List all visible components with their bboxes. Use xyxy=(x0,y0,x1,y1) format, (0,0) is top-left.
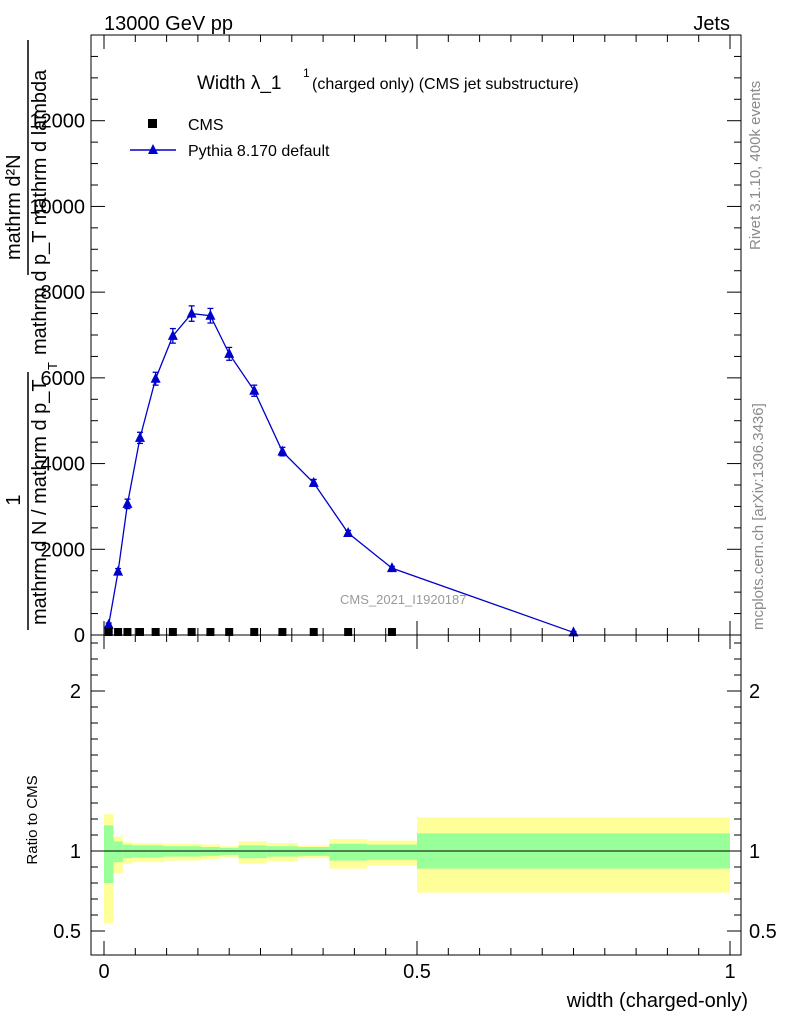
cms-point xyxy=(344,628,353,636)
main-ytick-label: 10000 xyxy=(29,196,85,218)
pythia-point xyxy=(343,527,354,537)
pythia-point xyxy=(134,431,145,442)
ylabel-right-denominator: mathrm d p_T mathrm d lambda xyxy=(29,69,51,355)
cms-point xyxy=(135,628,144,636)
cms-point xyxy=(114,628,123,636)
pythia-point xyxy=(249,384,260,395)
main-title-suffix: (charged only) (CMS jet substructure) xyxy=(312,76,579,93)
ratio-xtick-label: 1 xyxy=(724,961,735,983)
main-ytick-label: 0 xyxy=(74,625,85,647)
pythia-point xyxy=(150,372,161,383)
cms-point xyxy=(309,628,318,636)
ylabel-sub: T xyxy=(45,362,60,370)
ylabel-denominator: mathrm d N / mathrm d p_T xyxy=(29,379,51,625)
pythia-point xyxy=(103,618,114,629)
ylabel-numerator: 1 xyxy=(3,494,25,505)
cms-point xyxy=(278,628,287,636)
xlabel: width (charged-only) xyxy=(566,990,748,1012)
legend: CMS Pythia 8.170 default xyxy=(130,117,330,160)
cms-point xyxy=(250,628,259,636)
ylabel-right-numerator: mathrm d²N xyxy=(3,154,25,260)
ratio-ytick-label-right: 0.5 xyxy=(749,921,777,943)
rivet-label: Rivet 3.1.10, 400k events xyxy=(747,81,764,250)
ratio-ytick-labels: 0.5 0.5 1 1 2 2 xyxy=(53,681,777,943)
ratio-band-green xyxy=(366,844,417,860)
cms-point xyxy=(387,628,396,636)
legend-cms-label: CMS xyxy=(188,117,224,134)
cms-point xyxy=(104,628,113,636)
ratio-ytick-label: 2 xyxy=(70,681,81,703)
ratio-band-green xyxy=(329,843,367,861)
pythia-point xyxy=(186,307,197,318)
legend-pythia-label: Pythia 8.170 default xyxy=(188,143,330,160)
ratio-ytick-label: 0.5 xyxy=(53,921,81,943)
ratio-ytick-label: 1 xyxy=(70,841,81,863)
pythia-point xyxy=(386,562,397,573)
pythia-point xyxy=(113,565,124,576)
cms-point xyxy=(168,628,177,636)
cms-point xyxy=(206,628,215,636)
pythia-point xyxy=(277,445,288,456)
pythia-line xyxy=(108,312,574,634)
pythia-series xyxy=(103,305,579,637)
main-ytick-labels: 0 2000 4000 6000 8000 10000 12000 xyxy=(29,111,85,647)
ratio-xtick-labels: 0 0.5 1 xyxy=(98,961,735,983)
ratio-ytick-label-right: 2 xyxy=(749,681,760,703)
pythia-point xyxy=(205,309,216,320)
main-title-text: Width λ_1 xyxy=(197,73,281,94)
legend-cms-marker xyxy=(148,119,157,128)
pythia-point xyxy=(224,347,235,358)
cms-point xyxy=(123,628,132,636)
main-y-label: 1 mathrm d N / mathrm d p_T T mathrm d²N… xyxy=(3,40,60,630)
ratio-frame xyxy=(90,634,742,956)
watermark: CMS_2021_I1920187 xyxy=(340,592,467,607)
main-ytick-label: 4000 xyxy=(41,454,86,476)
pythia-point xyxy=(568,626,579,637)
ratio-xtick-label: 0.5 xyxy=(403,961,431,983)
pythia-point xyxy=(122,497,133,508)
ratio-xtick-label: 0 xyxy=(98,961,109,983)
cms-series xyxy=(104,628,396,636)
mcplots-label: mcplots.cern.ch [arXiv:1306.3436] xyxy=(750,403,767,630)
pythia-point xyxy=(308,476,319,487)
legend-pythia-marker xyxy=(148,144,158,154)
cms-point xyxy=(151,628,160,636)
main-ytick-label: 8000 xyxy=(41,282,86,304)
cms-point xyxy=(187,628,196,636)
pythia-point xyxy=(167,329,178,340)
main-title-sup: 1 xyxy=(303,66,310,80)
ratio-ytick-label-right: 1 xyxy=(749,841,760,863)
ratio-axis-ticks xyxy=(91,635,741,955)
ratio-band-green xyxy=(238,845,267,859)
ratio-band-green xyxy=(113,841,123,863)
cms-point xyxy=(225,628,234,636)
ratio-ylabel: Ratio to CMS xyxy=(24,775,41,864)
header-left: 13000 GeV pp xyxy=(104,13,233,35)
main-title: Width λ_1 1 (charged only) (CMS jet subs… xyxy=(197,66,579,94)
ratio-bands xyxy=(104,814,730,923)
main-ytick-label: 2000 xyxy=(41,539,86,561)
header-right: Jets xyxy=(693,13,730,35)
ratio-band-green xyxy=(104,825,114,883)
main-ytick-label: 6000 xyxy=(41,368,86,390)
main-ytick-label: 12000 xyxy=(29,111,85,133)
